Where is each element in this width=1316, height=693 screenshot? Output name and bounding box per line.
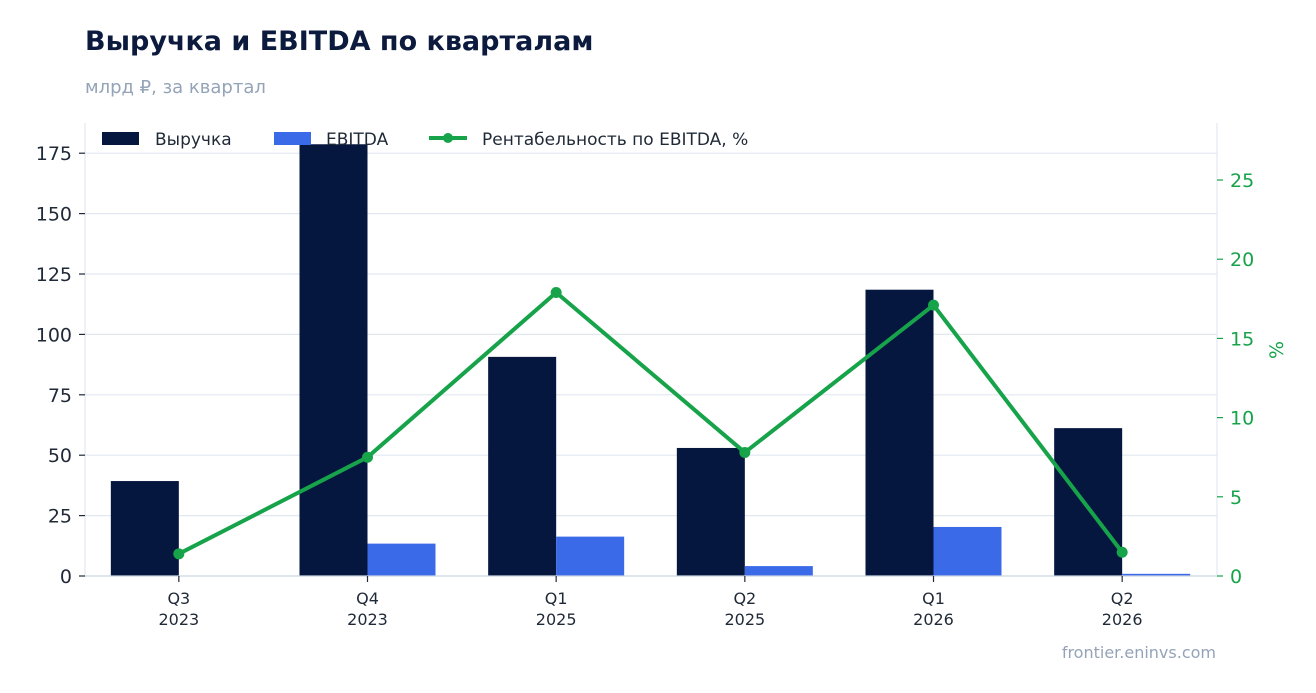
bar-revenue-4: [865, 289, 934, 576]
bar-revenue-1: [299, 144, 368, 576]
y-right-tick-label-4: 20: [1230, 249, 1254, 271]
margin-point-2: [550, 286, 562, 298]
legend-label-margin: Рентабельность по EBITDA, %: [482, 130, 748, 150]
source-credit: frontier.eninvs.com: [1061, 643, 1216, 662]
x-tick-label-4: Q1: [922, 589, 945, 608]
legend-swatch-ebitda: [274, 132, 311, 145]
x-tick-year-4: 2026: [913, 610, 954, 629]
bar-ebitda-4: [933, 526, 1002, 576]
x-tick-year-1: 2023: [347, 610, 388, 629]
legend-label-revenue: Выручка: [155, 130, 232, 150]
y-right-tick-label-1: 5: [1230, 487, 1242, 509]
chart-subtitle: млрд ₽, за квартал: [85, 77, 266, 98]
chart-title: Выручка и EBITDA по кварталам: [85, 26, 594, 57]
margin-point-0: [173, 548, 185, 560]
y-right-tick-label-0: 0: [1230, 566, 1242, 588]
legend: Выручка EBITDA Рентабельность по EBITDA, %: [102, 130, 748, 150]
x-tick-label-3: Q2: [733, 589, 756, 608]
y-left-tick-label-5: 125: [36, 264, 72, 286]
bar-revenue-2: [488, 356, 557, 576]
bar-ebitda-2: [556, 536, 625, 576]
y-left-tick-label-1: 25: [48, 506, 72, 528]
margin-line-path: [176, 290, 1125, 556]
margin-point-3: [739, 446, 751, 458]
y-left-tick-label-6: 150: [36, 204, 72, 226]
x-tick-label-2: Q1: [545, 589, 568, 608]
margin-point-4: [928, 299, 939, 311]
margin-point-1: [362, 451, 373, 463]
y-right-tick-label-5: 25: [1230, 170, 1254, 192]
x-tick-year-3: 2025: [724, 610, 765, 629]
x-tick-year-5: 2026: [1102, 610, 1143, 629]
x-tick-label-5: Q2: [1111, 589, 1134, 608]
y-tick-labels: 0 25 50 75 100 125 150 175 0 5 10 15 20 25%: [36, 143, 1288, 588]
margin-line: [173, 286, 1128, 560]
y-right-tick-label-2: 10: [1230, 408, 1254, 430]
bar-ebitda-1: [367, 543, 436, 576]
bar-revenue-5: [1054, 428, 1123, 576]
y-left-tick-label-3: 75: [48, 385, 72, 407]
gridlines: [85, 152, 1217, 517]
bar-ebitda-3: [744, 566, 813, 576]
y-right-axis-title: %: [1266, 341, 1288, 359]
bar-ebitda-5: [1122, 573, 1191, 576]
legend-label-ebitda: EBITDA: [326, 130, 389, 150]
margin-point-5: [1116, 546, 1128, 558]
y-left-tick-label-4: 100: [36, 324, 72, 346]
bars: [110, 144, 1191, 576]
x-tick-label-1: Q4: [356, 589, 379, 608]
x-tick-year-0: 2023: [158, 610, 199, 629]
y-right-tick-label-3: 15: [1230, 328, 1254, 350]
x-tick-labels: Q3 2023 Q4 2023 Q1 2025 Q2 2025 Q1 2026 Q2 2026: [158, 576, 1143, 629]
legend-swatch-margin-marker: [443, 133, 453, 143]
x-tick-year-2: 2025: [536, 610, 577, 629]
x-tick-label-0: Q3: [167, 589, 190, 608]
bar-revenue-3: [676, 447, 745, 576]
y-left-tick-label-2: 50: [48, 445, 72, 467]
y-left-tick-label-7: 175: [36, 143, 72, 165]
bar-revenue-0: [110, 481, 179, 576]
axes: [84, 123, 1218, 577]
y-left-tick-label-0: 0: [60, 566, 72, 588]
legend-swatch-revenue: [102, 132, 139, 145]
